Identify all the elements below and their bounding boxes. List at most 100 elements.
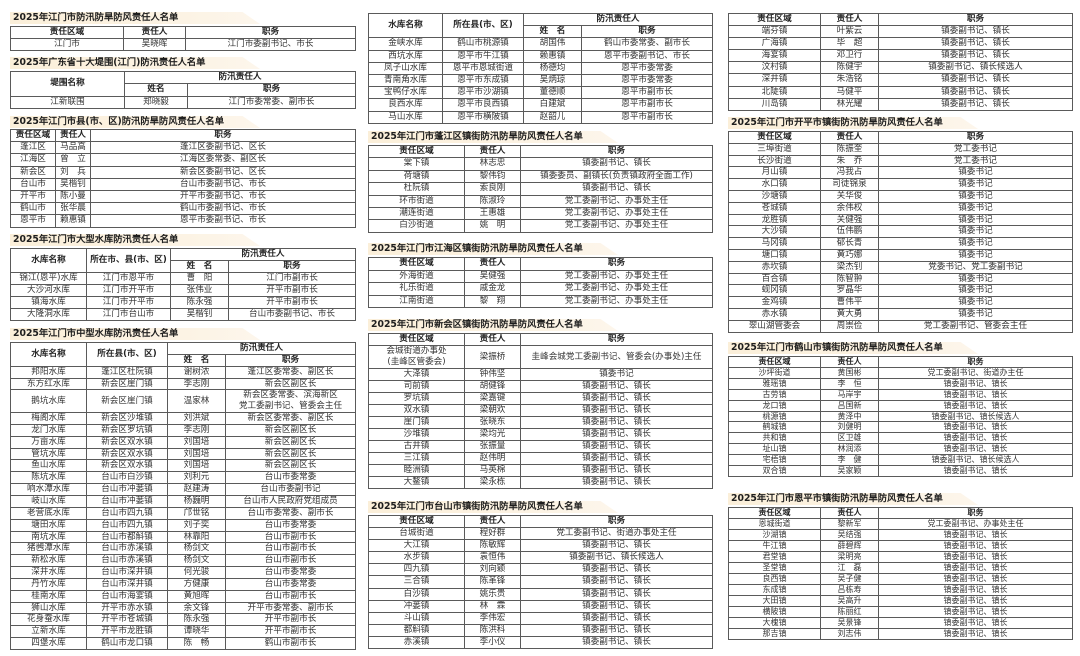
column-header: 职务 (878, 507, 1073, 519)
table-row: 礼乐街道 戚金龙 党工委副书记、办事处主任 (368, 282, 713, 296)
person-cell: 白建斌 (523, 98, 582, 112)
position-cell: 镇委副书记、镇长 (520, 452, 713, 465)
table-row: 苍城镇 余伟权 镇委书记 (728, 201, 1073, 215)
responsibility-table: 水库名称 所在县(市、区) 防汛责任人姓 名职务 金峡水库 鹤山市桃源镇 胡国伟 鹤山市委常… (368, 12, 714, 124)
position-cell: 镇委副书记、镇长 (878, 595, 1073, 607)
header-row: 水库名称 所在县(市、区) 防汛责任人 (368, 12, 714, 39)
person-cell: 杨德均 (523, 61, 582, 76)
person-cell: 刘国培 (167, 435, 226, 449)
position-cell: 镇委副书记、镇长 (878, 73, 1073, 87)
responsibility-table: 责任区域 责任人 职务 恩城街道 黎新军 党工委副书记、办事处主任 沙湖镇 吴结强 镇委副书记、… (728, 507, 1073, 640)
region-cell: 海宴镇 (728, 49, 821, 63)
region-cell: 龙胜镇 (728, 213, 821, 227)
position-cell: 镇委书记 (878, 201, 1073, 215)
person-cell: 梁均光 (464, 428, 521, 441)
table-row: 海宴镇 邓卫行 镇委副书记、镇长 (728, 49, 1073, 63)
table-row: 古井镇 张振量 镇委副书记、镇长 (368, 440, 713, 453)
position-cell: 镇委副书记、镇长 (878, 49, 1073, 63)
column-header: 所在县(市、区) (442, 12, 524, 39)
person-cell: 吴楷钊 (170, 308, 229, 321)
person-cell: 谢树浓 (167, 365, 226, 379)
reservoir-cell: 管坑水库 (10, 447, 87, 461)
reservoir-cell: 大沙河水库 (10, 284, 87, 297)
region-cell: 圣堂镇 (728, 562, 821, 574)
region-cell: 大泽镇 (368, 368, 465, 381)
position-cell: 镇委副书记、镇长 (520, 464, 713, 477)
person-cell: 赖惠镇 (55, 214, 91, 228)
table-row: 金鸡镇 曹伟平 镇委书记 (728, 296, 1073, 309)
table-row: 都斛镇 陈洪科 镇委副书记、镇长 (368, 623, 713, 637)
header-row: 姓 名职务 (369, 25, 714, 39)
position-cell: 蓬江区委副书记、区长 (90, 141, 356, 155)
reservoir-cell: 大隆洞水库 (10, 308, 87, 321)
column-header: 水库名称 (368, 12, 443, 39)
person-cell: 温家林 (167, 389, 226, 414)
person-cell: 陈敏辉 (464, 539, 521, 553)
table-row: 恩平市 赖惠镇 恩平市委副书记、市长 (10, 214, 356, 228)
position-cell: 镇委书记 (878, 225, 1073, 239)
position-cell: 镇委副书记、镇长 (520, 440, 713, 453)
location-cell: 恩平市沙湖镇 (442, 86, 524, 100)
region-cell: 环市街道 (368, 194, 465, 209)
region-cell: 共和镇 (728, 432, 821, 445)
person-cell: 李伟宏 (464, 611, 521, 625)
column-header: 职务 (878, 356, 1073, 368)
person-cell: 吴炳琼 (523, 74, 582, 88)
group-header: 防汛责任人 (522, 12, 714, 27)
reservoir-cell: 龙门水库 (10, 423, 87, 437)
person-cell: 赵建涛 (167, 483, 226, 496)
section-title: 2025年江门市防汛防旱防风责任人名单 (10, 12, 260, 24)
person-cell: 马英棉 (464, 464, 521, 477)
table-row: 百合镇 陈智翀 镇委书记 (728, 272, 1073, 286)
person-cell: 郁长青 (820, 237, 879, 250)
region-cell: 台城街道 (368, 527, 465, 541)
region-cell: 汶村镇 (728, 61, 821, 75)
region-cell: 外海街道 (368, 269, 465, 283)
position-cell: 镇委副书记、镇长候选人 (520, 551, 713, 565)
column-header: 水库名称 (10, 342, 87, 367)
column-header: 所在市、县(市、区) (86, 248, 171, 273)
position-cell: 镇委副书记、镇长 (520, 539, 713, 553)
column-header: 责任区域 (10, 128, 56, 143)
region-cell: 荷塘镇 (368, 169, 465, 184)
table-row: 赤溪镇 李小仪 镇委副书记、镇长 (368, 635, 713, 650)
column-header: 责任人 (464, 514, 521, 529)
reservoir-cell: 东方红水库 (10, 377, 87, 391)
table-row: 大江镇 陈敏辉 镇委副书记、镇长 (368, 539, 713, 553)
reservoir-cell: 马山水库 (368, 110, 443, 124)
reservoir-cell: 金峡水库 (368, 37, 443, 51)
table-row: 沙坪街道 黄国彬 党工委副书记、街道办主任 (728, 366, 1073, 379)
person-cell: 陈丽红 (820, 606, 879, 618)
reservoir-cell: 万亩水库 (10, 435, 87, 449)
column-header: 姓名 (124, 83, 188, 97)
person-cell: 林志忠 (464, 157, 521, 171)
person-cell: 黄泽中 (820, 410, 879, 423)
position-cell: 鹤山市委副书记、市长 (90, 202, 356, 216)
position-cell: 新会区副区长 (224, 435, 357, 449)
person-cell: 朱 乔 (820, 154, 879, 168)
table-row: 大田镇 吴高升 镇委副书记、镇长 (728, 595, 1073, 607)
section-title: 2025年江门市新会区镇街防汛防旱防风责任人名单 (368, 319, 618, 331)
region-cell: 杜阮镇 (368, 182, 465, 196)
region-cell: 白沙镇 (368, 587, 465, 601)
table-row: 立新水库 开平市龙胜镇 谭晓华 开平市副市长 (10, 625, 357, 639)
reservoir-cell: 响水潭水库 (10, 483, 87, 496)
reservoir-cell: 老营底水库 (10, 506, 87, 520)
header-row: 水库名称 所在县(市、区) 防汛责任人 (10, 342, 357, 367)
person-cell: 刘利元 (167, 471, 226, 485)
reservoir-cell: 梅阁水库 (10, 412, 87, 425)
person-cell: 邝世铭 (167, 506, 226, 520)
table-row: 恩城街道 黎新军 党工委副书记、办事处主任 (728, 518, 1073, 530)
column-header: 职务 (520, 514, 713, 529)
location-cell: 江门市恩平市 (86, 272, 171, 285)
region-cell: 斗山镇 (368, 611, 465, 625)
table-row: 圣堂镇江 磊镇委副书记、镇长 (728, 562, 1073, 574)
table-row: 罗坑镇 梁嘉键 镇委副书记、镇长 (368, 392, 713, 405)
person-cell: 吕栋寿 (820, 584, 879, 596)
responsibility-table: 责任区域 责任人 职务 会城街道办事处 (圭峰区管委会) 梁振桥 圭峰会城党工委副书记、管… (368, 333, 713, 489)
region-cell: 三埠街道 (728, 142, 821, 156)
section-title: 2025年江门市鹤山市镇街防汛防旱防风责任人名单 (728, 342, 978, 354)
region-cell: 水步镇 (368, 551, 465, 565)
person-cell: 梁杰钊 (820, 260, 879, 274)
column-header: 姓 名 (170, 260, 229, 273)
